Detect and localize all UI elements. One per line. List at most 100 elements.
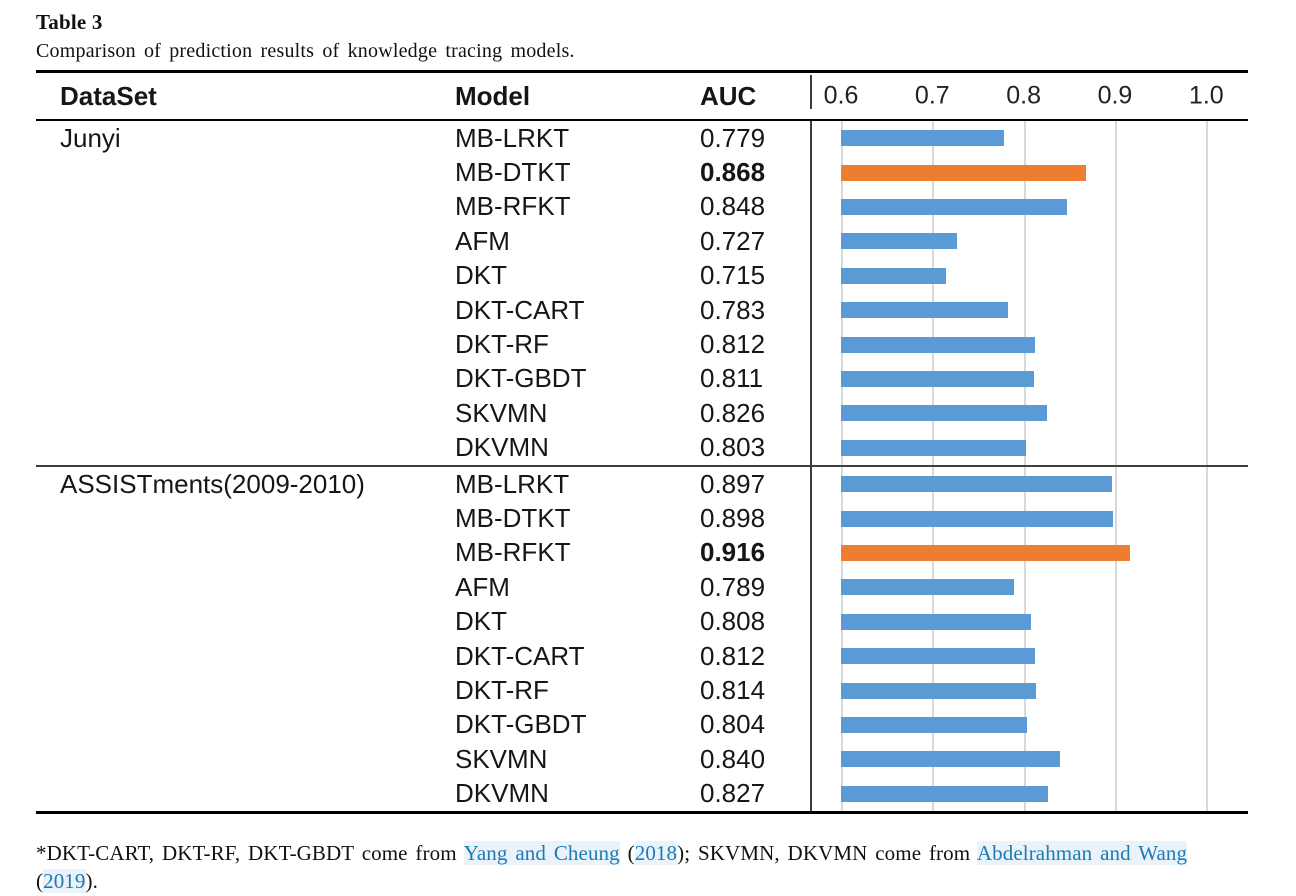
auc-bar [841, 476, 1113, 493]
table-title: Table 3 [36, 10, 103, 34]
auc-bar [841, 785, 1049, 802]
chart-gridline [1023, 467, 1026, 811]
auc-bar-cell [810, 121, 1248, 155]
auc-value: 0.897 [700, 468, 766, 499]
citation-link[interactable]: 2019 [43, 869, 86, 893]
chart-gridline [841, 467, 843, 811]
table-row: AFM 0.727 [455, 224, 1248, 258]
column-divider-line [810, 467, 812, 811]
footnote-text: ); SKVMN, DKVMN come from [677, 841, 977, 865]
table-row: DKT-RF 0.812 [455, 327, 1248, 361]
auc-bar-cell [810, 536, 1248, 570]
column-header-auc: AUC [700, 80, 757, 111]
auc-bar-cell [810, 467, 1248, 501]
dataset-section: Junyi MB-LRKT 0.779 MB-DTKT 0.868 MB-RFK… [36, 121, 1248, 465]
table-row: MB-DTKT 0.898 [455, 501, 1248, 535]
table-body: Junyi MB-LRKT 0.779 MB-DTKT 0.868 MB-RFK… [36, 121, 1248, 811]
auc-bar-cell [810, 190, 1248, 224]
column-header-model: Model [455, 80, 531, 111]
auc-bar-cell [810, 155, 1248, 189]
chart-gridline [1114, 121, 1117, 465]
chart-gridline [1114, 467, 1117, 811]
auc-value: 0.868 [700, 157, 766, 188]
footnote-text: *DKT-CART, DKT-RF, DKT-GBDT come from [36, 841, 464, 865]
auc-value: 0.715 [700, 260, 766, 291]
table-row: DKVMN 0.803 [455, 431, 1248, 465]
auc-value: 0.812 [700, 640, 766, 671]
auc-value: 0.814 [700, 675, 766, 706]
auc-bar [841, 579, 1014, 596]
model-name: DKT-GBDT [455, 709, 587, 740]
auc-value: 0.916 [700, 537, 766, 568]
table-caption: Comparison of prediction results of know… [36, 40, 575, 62]
auc-bar-cell [810, 673, 1248, 707]
auc-bar-cell [810, 396, 1248, 430]
table-row: DKT-GBDT 0.804 [455, 708, 1248, 742]
column-header-dataset: DataSet [60, 80, 157, 111]
auc-value: 0.808 [700, 606, 766, 637]
auc-bar [841, 302, 1009, 319]
citation-link[interactable]: 2018 [634, 841, 678, 865]
dataset-name: ASSISTments(2009-2010) [60, 469, 365, 499]
auc-value: 0.783 [700, 294, 766, 325]
column-divider-line [810, 121, 812, 465]
table-row: DKT-RF 0.814 [455, 673, 1248, 707]
auc-value: 0.812 [700, 329, 766, 360]
auc-value: 0.827 [700, 778, 766, 809]
chart-gridline [1206, 121, 1209, 465]
table-row: SKVMN 0.840 [455, 742, 1248, 776]
table-row: DKT-CART 0.783 [455, 293, 1248, 327]
citation-link[interactable]: Yang and Cheung [463, 841, 620, 865]
chart-gridline [1206, 467, 1209, 811]
auc-value: 0.898 [700, 503, 766, 534]
section-rows: MB-LRKT 0.897 MB-DTKT 0.898 MB-RFKT 0.91… [455, 467, 1248, 811]
citation-link[interactable]: Abdelrahman and Wang [976, 841, 1188, 865]
table-row: DKT 0.715 [455, 259, 1248, 293]
model-name: SKVMN [455, 397, 548, 428]
model-name: MB-LRKT [455, 122, 570, 153]
model-name: DKT [455, 606, 507, 637]
auc-bar [841, 510, 1114, 527]
footnote-text: ). [85, 869, 98, 893]
auc-bar [841, 164, 1086, 181]
chart-gridline [932, 467, 935, 811]
footnote: *DKT-CART, DKT-RF, DKT-GBDT come from Ya… [36, 839, 1290, 895]
table-row: DKVMN 0.827 [455, 777, 1248, 811]
auc-value: 0.840 [700, 743, 766, 774]
model-name: DKT-RF [455, 329, 549, 360]
model-name: DKT-CART [455, 640, 585, 671]
auc-bar-cell [810, 501, 1248, 535]
table-row: MB-RFKT 0.916 [455, 536, 1248, 570]
footnote-text: ( [36, 869, 44, 893]
auc-bar-cell [810, 259, 1248, 293]
model-name: MB-RFKT [455, 191, 571, 222]
auc-bar-cell [810, 431, 1248, 465]
axis-header: 0.6 0.7 0.8 0.9 1.0 [810, 73, 1248, 119]
table-row: AFM 0.789 [455, 570, 1248, 604]
auc-bar-cell [810, 224, 1248, 258]
results-table: DataSet Model AUC 0.6 0.7 0.8 0.9 1.0 Junyi … [36, 70, 1248, 814]
footnote-text: ( [619, 841, 635, 865]
section-rows: MB-LRKT 0.779 MB-DTKT 0.868 MB-RFKT 0.84… [455, 121, 1248, 465]
auc-bar [841, 370, 1034, 387]
chart-gridline [1023, 121, 1026, 465]
chart-gridline [932, 121, 935, 465]
model-name: MB-LRKT [455, 468, 570, 499]
model-name: DKVMN [455, 778, 549, 809]
chart-gridline [841, 121, 843, 465]
auc-bar-cell [810, 742, 1248, 776]
auc-value: 0.848 [700, 191, 766, 222]
column-divider-line [810, 75, 812, 109]
auc-bar [841, 439, 1027, 456]
auc-bar [841, 405, 1048, 422]
table-row: DKT 0.808 [455, 605, 1248, 639]
dataset-section: ASSISTments(2009-2010) MB-LRKT 0.897 MB-… [36, 465, 1248, 811]
model-name: MB-DTKT [455, 503, 571, 534]
auc-value: 0.811 [700, 363, 764, 394]
dataset-name: Junyi [60, 123, 121, 153]
auc-bar-cell [810, 777, 1248, 811]
table-row: MB-LRKT 0.779 [455, 121, 1248, 155]
model-name: MB-RFKT [455, 537, 571, 568]
model-name: AFM [455, 571, 510, 602]
